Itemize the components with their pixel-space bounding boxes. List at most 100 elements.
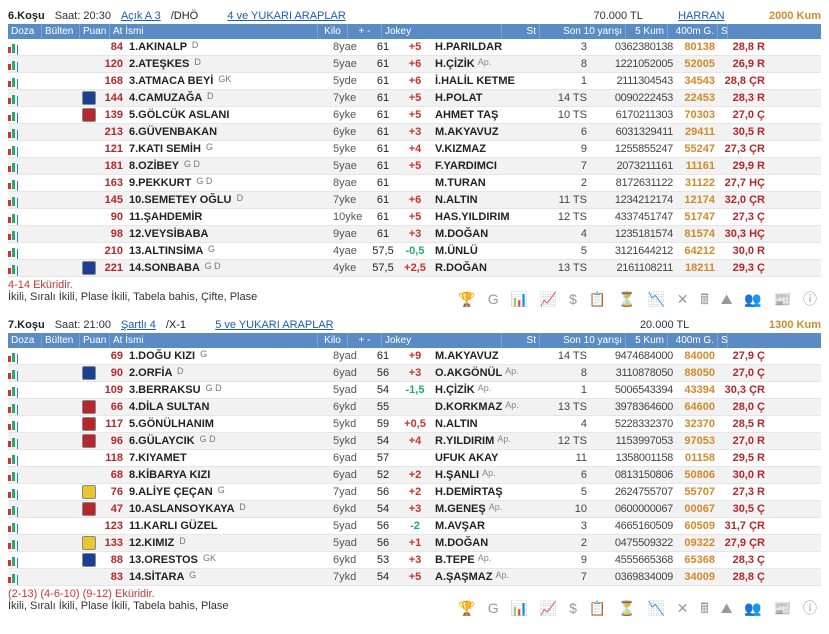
race-time: Saat: 21:00 xyxy=(55,319,111,331)
bar-icon[interactable] xyxy=(8,435,22,447)
col-name[interactable]: At İsmi xyxy=(110,333,318,348)
table-row[interactable]: 9011.ŞAHDEMİR10yke61+5HAS.YILDIRIM12 TS4… xyxy=(8,209,821,226)
race-dist: 1300 Kum xyxy=(769,319,821,331)
silk-icon xyxy=(82,366,96,380)
table-row[interactable]: 21013.ALTINSİMA G4yae57,5-0,5M.ÜNLÜ53121… xyxy=(8,243,821,260)
col-doz[interactable]: Doza xyxy=(8,24,42,39)
bar-icon[interactable] xyxy=(8,350,22,362)
table-row[interactable]: 1818.OZİBEY G D5yae61+5F.YARDIMCI7207321… xyxy=(8,158,821,175)
col-son[interactable]: Son 10 yarışı xyxy=(540,333,626,348)
bar-icon[interactable] xyxy=(8,58,22,70)
race-cond[interactable]: Açık A 3 xyxy=(121,10,161,22)
col-st[interactable]: St xyxy=(502,333,540,348)
col-st[interactable]: St xyxy=(502,24,540,39)
bar-icon[interactable] xyxy=(8,228,22,240)
race-cat[interactable]: 4 ve YUKARI ARAPLAR xyxy=(227,10,345,22)
table-row[interactable]: 902.ORFİA D6yad56+3O.AKGÖNÜL Ap.83110878… xyxy=(8,365,821,382)
table-row[interactable]: 1639.PEKKURT G D8yae61M.TURAN28172631122… xyxy=(8,175,821,192)
table-row[interactable]: 22114.SONBABA G D4yke57,5+2,5R.DOĞAN13 T… xyxy=(8,260,821,277)
bar-icon[interactable] xyxy=(8,486,22,498)
race-time: Saat: 20:30 xyxy=(55,10,111,22)
col-pu[interactable]: Puan xyxy=(80,24,110,39)
table-row[interactable]: 1395.GÖLCÜK ASLANI6yke61+5AHMET TAŞ10 TS… xyxy=(8,107,821,124)
col-s[interactable]: S xyxy=(718,24,728,39)
table-row[interactable]: 13312.KIMIZ D5yad56+1M.DOĞAN204755093220… xyxy=(8,535,821,552)
silk-icon xyxy=(82,485,96,499)
bar-icon[interactable] xyxy=(8,401,22,413)
col-bul[interactable]: Bülten xyxy=(42,333,80,348)
table-row[interactable]: 841.AKINALP D8yae61+5H.PARILDAR303623801… xyxy=(8,39,821,56)
table-row[interactable]: 1093.BERRAKSU G D5yad54-1,5H.ÇİZİK Ap.15… xyxy=(8,382,821,399)
col-name[interactable]: At İsmi xyxy=(110,24,318,39)
table-row[interactable]: 664.DİLA SULTAN6ykd55D.KORKMAZ Ap.13 TS3… xyxy=(8,399,821,416)
col-jok[interactable]: Jokey xyxy=(382,333,502,348)
silk-icon xyxy=(82,400,96,414)
col-s[interactable]: S xyxy=(718,333,728,348)
col-pm[interactable]: + - xyxy=(348,24,382,39)
table-row[interactable]: 1202.ATEŞKES D5yae61+6H.ÇİZİK Ap.8122105… xyxy=(8,56,821,73)
table-row[interactable]: 1187.KIYAMET6yad57UFUK AKAY1113580011580… xyxy=(8,450,821,467)
race-cond[interactable]: Şartlı 4 xyxy=(121,319,156,331)
table-row[interactable]: 769.ALİYE ÇEÇAN G7yad56+2H.DEMİRTAŞ52624… xyxy=(8,484,821,501)
race-prize: 70.000 TL xyxy=(593,10,642,22)
col-son[interactable]: Son 10 yarışı xyxy=(540,24,626,39)
foot-icons[interactable]: 🏆 G 📊 📈 $ 📋 ⏳ 📉 ✕ 🖩 ⛰ 👥 📰 ⓘ xyxy=(458,598,821,622)
table-row[interactable]: 8813.ORESTOS GK6ykd53+3B.TEPE Ap.9455566… xyxy=(8,552,821,569)
bar-icon[interactable] xyxy=(8,469,22,481)
table-row[interactable]: 1175.GÖNÜLHANIM5ykd59+0,5N.ALTIN45228332… xyxy=(8,416,821,433)
bar-icon[interactable] xyxy=(8,194,22,206)
col-doz[interactable]: Doza xyxy=(8,333,42,348)
bar-icon[interactable] xyxy=(8,177,22,189)
foot-icons[interactable]: 🏆 G 📊 📈 $ 📋 ⏳ 📉 ✕ 🖩 ⛰ 👥 📰 ⓘ xyxy=(458,289,821,313)
race-no: 7.Koşu xyxy=(8,319,45,331)
table-row[interactable]: 9812.VEYSİBABA9yae61+3M.DOĞAN41235181574… xyxy=(8,226,821,243)
col-k5[interactable]: 5 Kum xyxy=(626,24,668,39)
col-jok[interactable]: Jokey xyxy=(382,24,502,39)
race-cat[interactable]: 5 ve YUKARI ARAPLAR xyxy=(215,319,333,331)
col-bul[interactable]: Bülten xyxy=(42,24,80,39)
table-row[interactable]: 966.GÜLAYCIK G D5ykd54+4R.YILDIRIM Ap.12… xyxy=(8,433,821,450)
bar-icon[interactable] xyxy=(8,367,22,379)
race-no: 6.Koşu xyxy=(8,10,45,22)
table-row[interactable]: 1683.ATMACA BEYİ GK5yde61+6İ.HALİL KETME… xyxy=(8,73,821,90)
bar-icon[interactable] xyxy=(8,571,22,583)
bar-icon[interactable] xyxy=(8,211,22,223)
col-k5[interactable]: 5 Kum xyxy=(626,333,668,348)
silk-icon xyxy=(82,502,96,516)
table-row[interactable]: 2136.GÜVENBAKAN6yke61+3M.AKYAVUZ66031329… xyxy=(8,124,821,141)
bar-icon[interactable] xyxy=(8,126,22,138)
col-kilo[interactable]: Kilo xyxy=(318,24,348,39)
table-row[interactable]: 14510.SEMETEY OĞLU D7yke61+6N.ALTIN11 TS… xyxy=(8,192,821,209)
table-row[interactable]: 4710.ASLANSOYKAYA D6ykd54+3M.GENEŞ Ap.10… xyxy=(8,501,821,518)
bar-icon[interactable] xyxy=(8,109,22,121)
bar-icon[interactable] xyxy=(8,92,22,104)
bar-icon[interactable] xyxy=(8,554,22,566)
bar-icon[interactable] xyxy=(8,160,22,172)
bar-icon[interactable] xyxy=(8,503,22,515)
race-dist: 2000 Kum xyxy=(769,10,821,22)
bar-icon[interactable] xyxy=(8,537,22,549)
silk-icon xyxy=(82,91,96,105)
col-pu[interactable]: Puan xyxy=(80,333,110,348)
table-row[interactable]: 688.KİBARYA KIZI6yad52+2H.ŞANLI Ap.60813… xyxy=(8,467,821,484)
table-row[interactable]: 8314.SİTARA G7ykd54+5A.ŞAŞMAZ Ap.7036983… xyxy=(8,569,821,586)
bar-icon[interactable] xyxy=(8,262,22,274)
bar-icon[interactable] xyxy=(8,143,22,155)
bar-icon[interactable] xyxy=(8,75,22,87)
col-kilo[interactable]: Kilo xyxy=(318,333,348,348)
race-track[interactable]: HARRAN xyxy=(678,10,724,22)
bar-icon[interactable] xyxy=(8,418,22,430)
bar-icon[interactable] xyxy=(8,452,22,464)
table-row[interactable]: 1444.CAMUZAĞA D7yke61+5H.POLAT14 TS00902… xyxy=(8,90,821,107)
silk-icon xyxy=(82,553,96,567)
bar-icon[interactable] xyxy=(8,41,22,53)
bar-icon[interactable] xyxy=(8,384,22,396)
table-row[interactable]: 12311.KARLI GÜZEL5yad56-2M.AVŞAR34665160… xyxy=(8,518,821,535)
bar-icon[interactable] xyxy=(8,245,22,257)
bar-icon[interactable] xyxy=(8,520,22,532)
col-m4[interactable]: 400m G. xyxy=(668,24,718,39)
col-pm[interactable]: + - xyxy=(348,333,382,348)
col-m4[interactable]: 400m G. xyxy=(668,333,718,348)
table-row[interactable]: 691.DOĞU KIZI G8yad61+9M.AKYAVUZ14 TS947… xyxy=(8,348,821,365)
table-row[interactable]: 1217.KATI SEMİH G5yke61+4V.KIZMAZ9125585… xyxy=(8,141,821,158)
